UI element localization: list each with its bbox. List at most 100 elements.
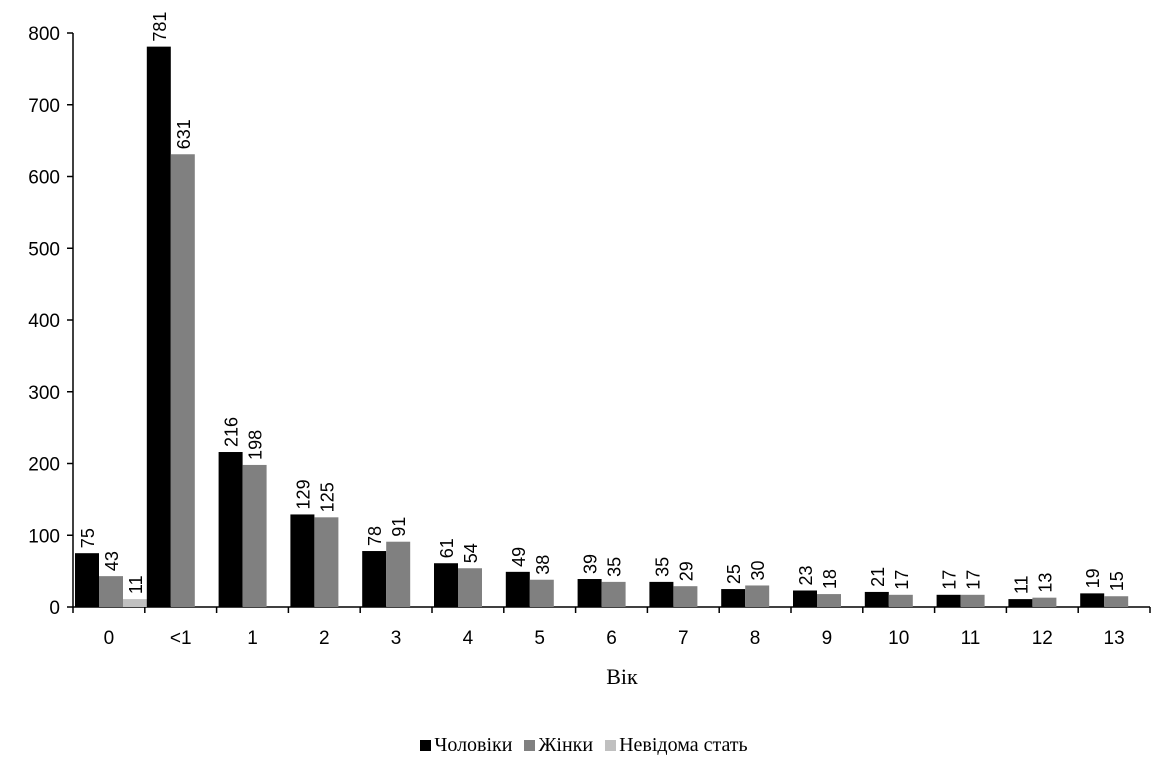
x-tick-label: 0 bbox=[104, 628, 115, 649]
x-axis-title: Вік bbox=[606, 664, 638, 689]
bar bbox=[960, 594, 985, 607]
x-tick-label: 11 bbox=[961, 628, 981, 649]
data-label: 631 bbox=[174, 119, 194, 149]
bar bbox=[936, 594, 961, 607]
bar bbox=[99, 576, 123, 607]
legend-item: Чоловіки bbox=[420, 734, 512, 757]
bar bbox=[146, 46, 171, 607]
bar bbox=[601, 581, 626, 607]
data-label: 11 bbox=[126, 575, 146, 594]
legend-swatch bbox=[420, 740, 432, 751]
data-label: 35 bbox=[652, 557, 672, 577]
y-tick-label: 600 bbox=[28, 168, 60, 189]
bar bbox=[290, 514, 315, 607]
legend-label: Жінки bbox=[538, 734, 594, 756]
bar bbox=[218, 452, 243, 607]
bar bbox=[1104, 596, 1129, 607]
bar bbox=[721, 589, 746, 607]
bars bbox=[75, 46, 1129, 607]
bar bbox=[458, 568, 482, 607]
data-label: 35 bbox=[605, 557, 625, 577]
bar bbox=[1080, 593, 1105, 607]
x-tick-label: 13 bbox=[1104, 628, 1125, 649]
bar bbox=[386, 541, 411, 607]
data-label: 25 bbox=[724, 564, 744, 584]
bar bbox=[745, 585, 770, 607]
data-label: 17 bbox=[892, 570, 912, 590]
x-tick-label: 8 bbox=[750, 628, 761, 649]
legend-label: Невідома стать bbox=[619, 734, 748, 756]
data-label: 61 bbox=[437, 538, 457, 558]
data-label: 198 bbox=[246, 430, 266, 460]
bar bbox=[649, 581, 674, 607]
bar bbox=[505, 571, 530, 607]
x-tick-label: 10 bbox=[888, 628, 909, 649]
data-label: 23 bbox=[796, 565, 816, 585]
bar bbox=[864, 591, 889, 607]
data-label: 781 bbox=[150, 12, 170, 42]
x-tick-label: 2 bbox=[319, 628, 330, 649]
bar bbox=[793, 590, 817, 607]
legend-item: Жінки bbox=[524, 734, 593, 757]
bar bbox=[577, 579, 602, 607]
y-tick-label: 100 bbox=[28, 526, 60, 547]
data-label: 13 bbox=[1035, 573, 1055, 593]
data-label: 19 bbox=[1083, 568, 1103, 588]
data-label: 216 bbox=[222, 417, 242, 447]
data-label: 21 bbox=[868, 567, 888, 587]
x-axis: 0 <1 1 2 3 4 5 6 7 8 9 10 11 12 13 bbox=[72, 606, 1151, 649]
y-tick-label: 0 bbox=[49, 598, 60, 619]
x-tick-label: 5 bbox=[534, 628, 545, 649]
x-tick-label: 12 bbox=[1032, 628, 1053, 649]
y-tick-label: 400 bbox=[28, 311, 60, 332]
data-label: 78 bbox=[365, 526, 385, 546]
data-label: 38 bbox=[533, 555, 553, 575]
bar bbox=[123, 599, 147, 607]
legend-swatch bbox=[605, 740, 617, 751]
y-tick-label: 300 bbox=[28, 383, 60, 404]
x-tick-label: 6 bbox=[606, 628, 617, 649]
data-label: 17 bbox=[940, 570, 960, 590]
data-label: 125 bbox=[317, 482, 337, 512]
y-tick-label: 800 bbox=[28, 24, 60, 45]
data-label: 91 bbox=[389, 517, 409, 537]
data-label: 11 bbox=[1011, 575, 1031, 594]
data-label: 75 bbox=[78, 528, 98, 548]
bar bbox=[1032, 597, 1057, 607]
y-axis: 0 100 200 300 400 500 600 700 800 bbox=[28, 24, 74, 619]
x-tick-label: 9 bbox=[822, 628, 833, 649]
legend: Чоловіки Жінки Невідома стать bbox=[0, 734, 1168, 757]
data-label: 43 bbox=[102, 551, 122, 571]
data-label: 17 bbox=[964, 570, 984, 590]
bar bbox=[529, 579, 554, 607]
legend-item: Невідома стать bbox=[605, 734, 748, 757]
legend-swatch bbox=[524, 740, 536, 751]
bar bbox=[817, 594, 841, 607]
data-label: 39 bbox=[581, 554, 601, 574]
data-label: 49 bbox=[509, 547, 529, 567]
x-tick-label: 4 bbox=[463, 628, 474, 649]
data-label: 54 bbox=[461, 543, 481, 563]
y-tick-label: 700 bbox=[28, 96, 60, 117]
data-label: 18 bbox=[820, 569, 840, 589]
bar bbox=[362, 551, 387, 607]
data-label: 129 bbox=[293, 479, 313, 509]
y-tick-label: 200 bbox=[28, 455, 60, 476]
bar bbox=[1008, 599, 1033, 607]
bar bbox=[314, 517, 339, 607]
x-tick-label: 3 bbox=[391, 628, 402, 649]
bar bbox=[170, 154, 195, 607]
bar bbox=[434, 563, 458, 607]
x-tick-label: <1 bbox=[170, 628, 192, 649]
bar bbox=[673, 586, 698, 607]
data-label: 15 bbox=[1107, 571, 1127, 591]
y-tick-label: 500 bbox=[28, 239, 60, 260]
data-label: 30 bbox=[748, 560, 768, 580]
bar bbox=[242, 464, 267, 607]
x-tick-label: 7 bbox=[678, 628, 689, 649]
x-tick-label: 1 bbox=[247, 628, 258, 649]
bar bbox=[888, 594, 913, 607]
data-label: 29 bbox=[676, 561, 696, 581]
